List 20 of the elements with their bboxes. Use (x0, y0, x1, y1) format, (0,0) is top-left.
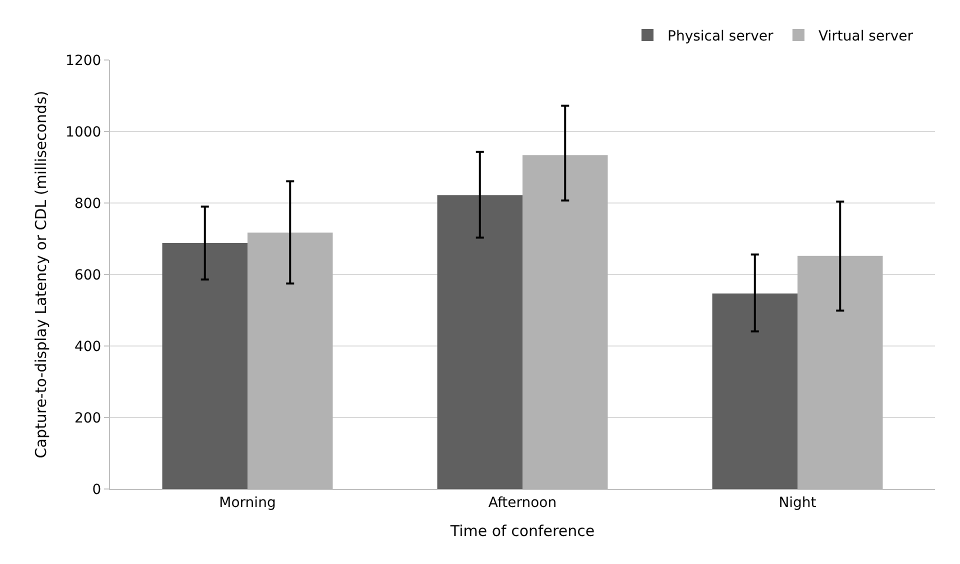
y-tick-label: 200 (74, 410, 102, 426)
bar (712, 293, 798, 489)
x-tick-label: Night (778, 494, 817, 511)
y-tick-label: 0 (92, 482, 102, 498)
y-tick-label: 1200 (66, 52, 102, 69)
y-axis-title: Capture-to-display Latency or CDL (milliseconds) (32, 90, 50, 458)
x-axis-title: Time of conference (449, 522, 595, 540)
y-tick-label: 600 (74, 267, 102, 284)
legend-label: Physical server (668, 28, 774, 44)
bar (798, 256, 883, 489)
bar (522, 155, 608, 489)
bar (437, 195, 522, 489)
bar (162, 243, 248, 489)
x-tick-label: Morning (219, 494, 276, 511)
y-tick-label: 1000 (66, 124, 102, 140)
x-tick-label: Afternoon (488, 494, 557, 511)
bar (248, 232, 333, 489)
y-tick-label: 800 (74, 196, 102, 212)
legend-label: Virtual server (818, 28, 914, 44)
y-tick-label: 400 (74, 338, 102, 355)
